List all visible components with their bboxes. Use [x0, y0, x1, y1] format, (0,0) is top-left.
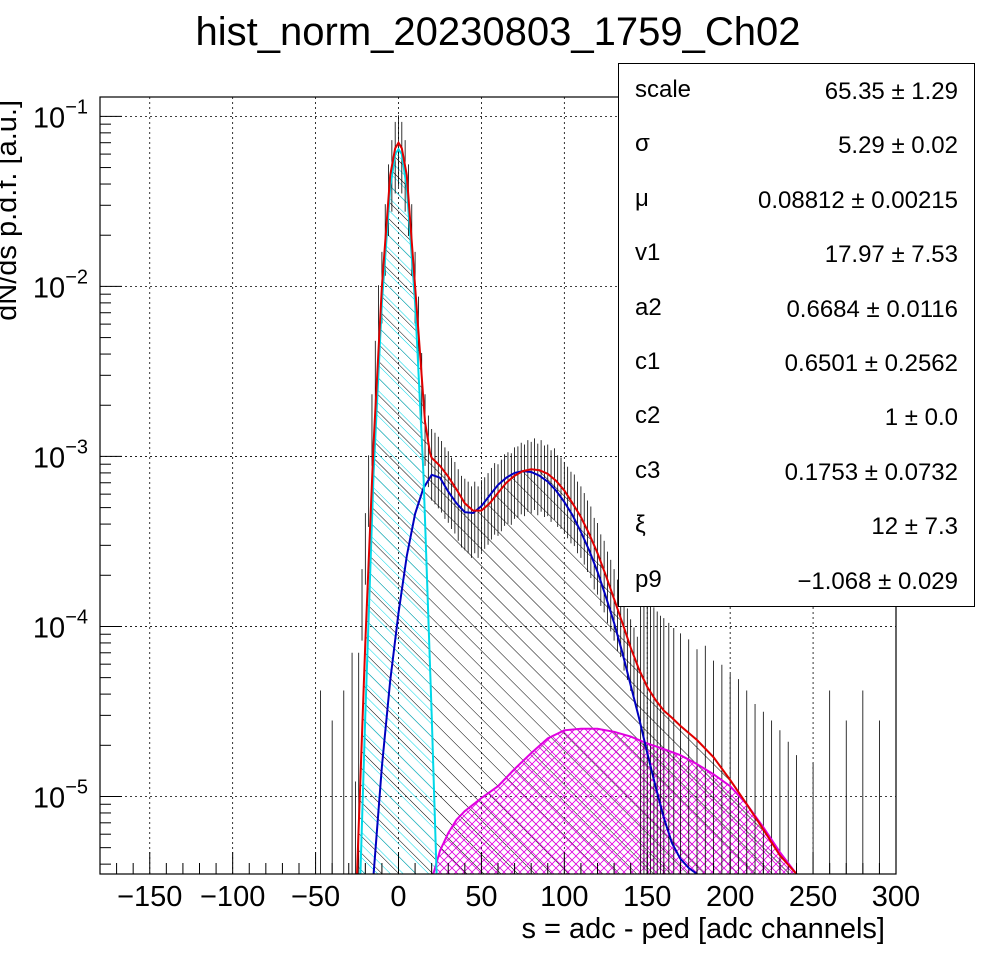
stat-value: 0.1753 ± 0.0732	[784, 458, 958, 486]
total-fit-curve	[356, 140, 798, 874]
fit-parameter-box: scale 65.35 ± 1.29 σ 5.29 ± 0.02 μ 0.08812 ± …	[618, 63, 975, 607]
stat-name: μ	[635, 184, 649, 212]
x-tick-label: 0	[390, 881, 406, 913]
x-tick-label: 150	[623, 881, 671, 913]
y-tick-label: 10−1	[33, 96, 88, 134]
stat-value: 0.6684 ± 0.0116	[786, 295, 958, 323]
y-tick-label: 10−3	[33, 436, 88, 474]
stat-value: 0.08812 ± 0.00215	[757, 186, 958, 214]
x-tick-label: 100	[540, 881, 588, 913]
plot-contents	[320, 115, 880, 874]
data-hatch-fill	[357, 142, 797, 874]
stat-name: σ	[635, 130, 650, 158]
stat-row: a2 0.6684 ± 0.0116	[619, 282, 974, 336]
stat-value: 12 ± 7.3	[871, 513, 958, 541]
stat-name: scale	[635, 76, 692, 103]
stat-value: 65.35 ± 1.29	[824, 78, 958, 105]
stat-name: c1	[635, 348, 661, 375]
stat-row: c2 1 ± 0.0	[619, 390, 974, 444]
y-tick-label: 10−5	[33, 776, 88, 814]
pedestal-fit-curve	[359, 147, 438, 874]
stat-row: v1 17.97 ± 7.53	[619, 227, 974, 281]
stat-name: c2	[635, 402, 661, 430]
x-tick-label: 250	[789, 881, 837, 913]
stat-value: 0.6501 ± 0.2562	[784, 350, 958, 377]
stat-value: −1.068 ± 0.029	[797, 567, 958, 595]
stat-name: v1	[635, 239, 661, 267]
stat-row: ξ 12 ± 7.3	[619, 499, 974, 553]
stat-name: ξ	[635, 511, 646, 539]
stat-value: 17.97 ± 7.53	[824, 241, 958, 269]
stat-value: 5.29 ± 0.02	[838, 132, 958, 160]
stat-name: a2	[635, 293, 662, 321]
stat-row: p9 −1.068 ± 0.029	[619, 554, 974, 608]
stat-row: scale 65.35 ± 1.29	[619, 64, 974, 118]
axis-ticks	[99, 115, 897, 874]
stat-row: c1 0.6501 ± 0.2562	[619, 336, 974, 390]
pedestal-hatch-fill	[360, 149, 437, 874]
chart-title: hist_norm_20230803_1759_Ch02	[195, 10, 801, 54]
axis-tick-labels: −150 −100 −50 0 50 100 150 200 250 300 10−5 10−4 10−…	[33, 96, 920, 913]
stat-row: μ 0.08812 ± 0.00215	[619, 173, 974, 227]
x-tick-label: 50	[465, 881, 497, 913]
stat-row: c3 0.1753 ± 0.0732	[619, 445, 974, 499]
stat-name: p9	[635, 565, 662, 593]
single-pe-fit-curve	[372, 470, 698, 874]
x-tick-label: −150	[117, 881, 182, 913]
x-tick-label: 300	[872, 881, 920, 913]
multi-pe-hatch-fill	[433, 728, 797, 874]
y-tick-label: 10−4	[33, 606, 88, 644]
x-tick-label: 200	[706, 881, 754, 913]
x-tick-label: −100	[200, 881, 265, 913]
y-axis-title: dN/ds p.d.f. [a.u.]	[0, 100, 23, 321]
stat-name: c3	[635, 456, 661, 484]
y-tick-label: 10−2	[33, 266, 88, 304]
multi-pe-fit-curve	[432, 727, 798, 874]
x-axis-title: s = adc - ped [adc channels]	[521, 913, 885, 945]
x-tick-label: −50	[291, 881, 340, 913]
stat-value: 1 ± 0.0	[884, 404, 958, 432]
stat-row: σ 5.29 ± 0.02	[619, 118, 974, 172]
